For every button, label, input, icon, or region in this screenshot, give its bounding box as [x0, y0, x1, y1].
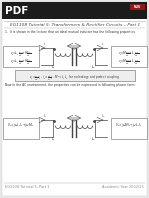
FancyBboxPatch shape	[2, 2, 147, 196]
Text: Academic Year 2022/23: Academic Year 2022/23	[102, 185, 144, 189]
Text: PDF: PDF	[5, 6, 28, 15]
Text: $v_1\!\!=\!\!L_1\frac{di_1}{dt}\!+\!M\frac{di_2}{dt}$: $v_1\!\!=\!\!L_1\frac{di_1}{dt}\!+\!M\fr…	[10, 49, 31, 59]
Text: $i_2$: $i_2$	[101, 40, 105, 48]
FancyBboxPatch shape	[111, 117, 146, 138]
FancyBboxPatch shape	[130, 4, 145, 10]
Text: $L_2$: $L_2$	[91, 63, 97, 71]
FancyBboxPatch shape	[2, 2, 147, 19]
FancyBboxPatch shape	[3, 117, 38, 138]
FancyBboxPatch shape	[3, 46, 38, 67]
FancyBboxPatch shape	[111, 46, 146, 67]
Text: $M$: $M$	[71, 117, 77, 124]
Text: $L_2$: $L_2$	[91, 135, 97, 143]
Text: $I_1$: $I_1$	[43, 112, 47, 120]
Text: $I_2$: $I_2$	[101, 112, 105, 120]
Text: Now in the AC environment, the properties can be expressed in following phasor f: Now in the AC environment, the propertie…	[5, 83, 135, 87]
Text: $i_1$: $i_1$	[43, 40, 47, 48]
FancyBboxPatch shape	[14, 69, 135, 81]
Text: $M$: $M$	[71, 45, 77, 52]
Text: $v_1\!=\!\frac{N_1}{N_2}v_2$ , $i_2\!=\!\frac{N_2}{N_1}i_1$ , $M^2\!=\!L_1L_2$  : $v_1\!=\!\frac{N_1}{N_2}v_2$ , $i_2\!=\!…	[29, 73, 120, 83]
Text: $L_1$: $L_1$	[51, 135, 57, 143]
Text: EG1108 Tutorial 5: Part 1: EG1108 Tutorial 5: Part 1	[5, 185, 49, 189]
Text: $L_1$: $L_1$	[51, 63, 57, 71]
Text: $v_2\!\!=\!\!M\frac{di_1}{dt}\!+\!L_2\frac{di_2}{dt}$: $v_2\!\!=\!\!M\frac{di_1}{dt}\!+\!L_2\fr…	[118, 49, 139, 59]
Text: $v_2\!\!=\!\!M\frac{di_1}{dt}\!+\!L_2\frac{di_2}{dt}$: $v_2\!\!=\!\!M\frac{di_1}{dt}\!+\!L_2\fr…	[118, 57, 139, 67]
Text: $v_1\!\!=\!\!L_1\frac{di_1}{dt}\!+\!M\frac{di_2}{dt}$: $v_1\!\!=\!\!L_1\frac{di_1}{dt}\!+\!M\fr…	[10, 57, 31, 67]
Text: $V_1\!=\!j\omega L_1 I_1\!+\!j\omega M I_2$: $V_1\!=\!j\omega L_1 I_1\!+\!j\omega M I…	[7, 121, 34, 129]
Text: $V_2\!=\!j\omega M I_1\!+\!j\omega L_2 I_2$: $V_2\!=\!j\omega M I_1\!+\!j\omega L_2 I…	[115, 121, 142, 129]
Text: 1.  It is shown in the lecture that an ideal mutual inductor has the following p: 1. It is shown in the lecture that an id…	[5, 30, 135, 34]
Text: NUS: NUS	[134, 5, 141, 9]
Text: EG1108 Tutorial 5: Transformers & Rectifier Circuits – Part 1: EG1108 Tutorial 5: Transformers & Rectif…	[10, 23, 140, 27]
